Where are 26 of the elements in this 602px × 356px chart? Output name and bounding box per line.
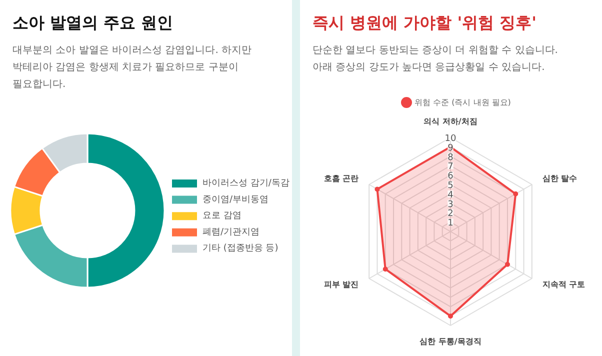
y-tick-label: 1 [448, 218, 454, 229]
legend-label: 중이염/부비동염 [202, 194, 269, 205]
y-tick-label: 6 [448, 172, 454, 182]
chart-subtitle: 단순한 열보다 동반되는 증상이 더 위험할 수 있습니다. 아래 증상의 강도가 높다면 응급상황일 수 있습니다. [312, 45, 558, 73]
y-tick-label: 4 [448, 190, 454, 200]
legend-label: 기타 (접종반응 등) [202, 244, 278, 254]
spoke-label: 의식 저하/처짐 [424, 117, 478, 126]
y-tick-label: 5 [448, 181, 454, 191]
chart-subtitle: 대부분의 소아 발열은 바이러스성 감염입니다. 하지만 박테리아 감염은 항생제 치료가 필요하므로 구분이 필요합니다. [12, 45, 252, 90]
y-tick-label: 2 [448, 209, 454, 220]
legend-label: 위험 수준 (즉시 내원 필요) [414, 98, 511, 107]
spoke-label: 심한 탈수 [542, 174, 578, 183]
y-tick-label: 10 [444, 134, 456, 144]
legend-label: 요로 감염 [202, 211, 242, 222]
y-tick-label: 8 [448, 152, 454, 163]
y-tick-label: 7 [448, 162, 454, 172]
spoke-label: 호흡 곤란 [324, 174, 359, 183]
chart-title: 소아 발열의 주요 원인 [12, 13, 174, 32]
spoke-label: 피부 발진 [324, 280, 359, 289]
chart-title: 즉시 병원에 가야할 '위험 징후' [312, 13, 537, 32]
legend-label: 바이러스성 감기/독감 [202, 178, 290, 188]
y-tick-label: 3 [448, 200, 454, 210]
spoke-label: 지속적 구토 [541, 280, 586, 289]
spoke-label: 심한 두통/목경직 [420, 337, 482, 346]
legend-label: 폐렴/기관지염 [202, 227, 260, 238]
y-tick-label: 9 [448, 143, 454, 154]
